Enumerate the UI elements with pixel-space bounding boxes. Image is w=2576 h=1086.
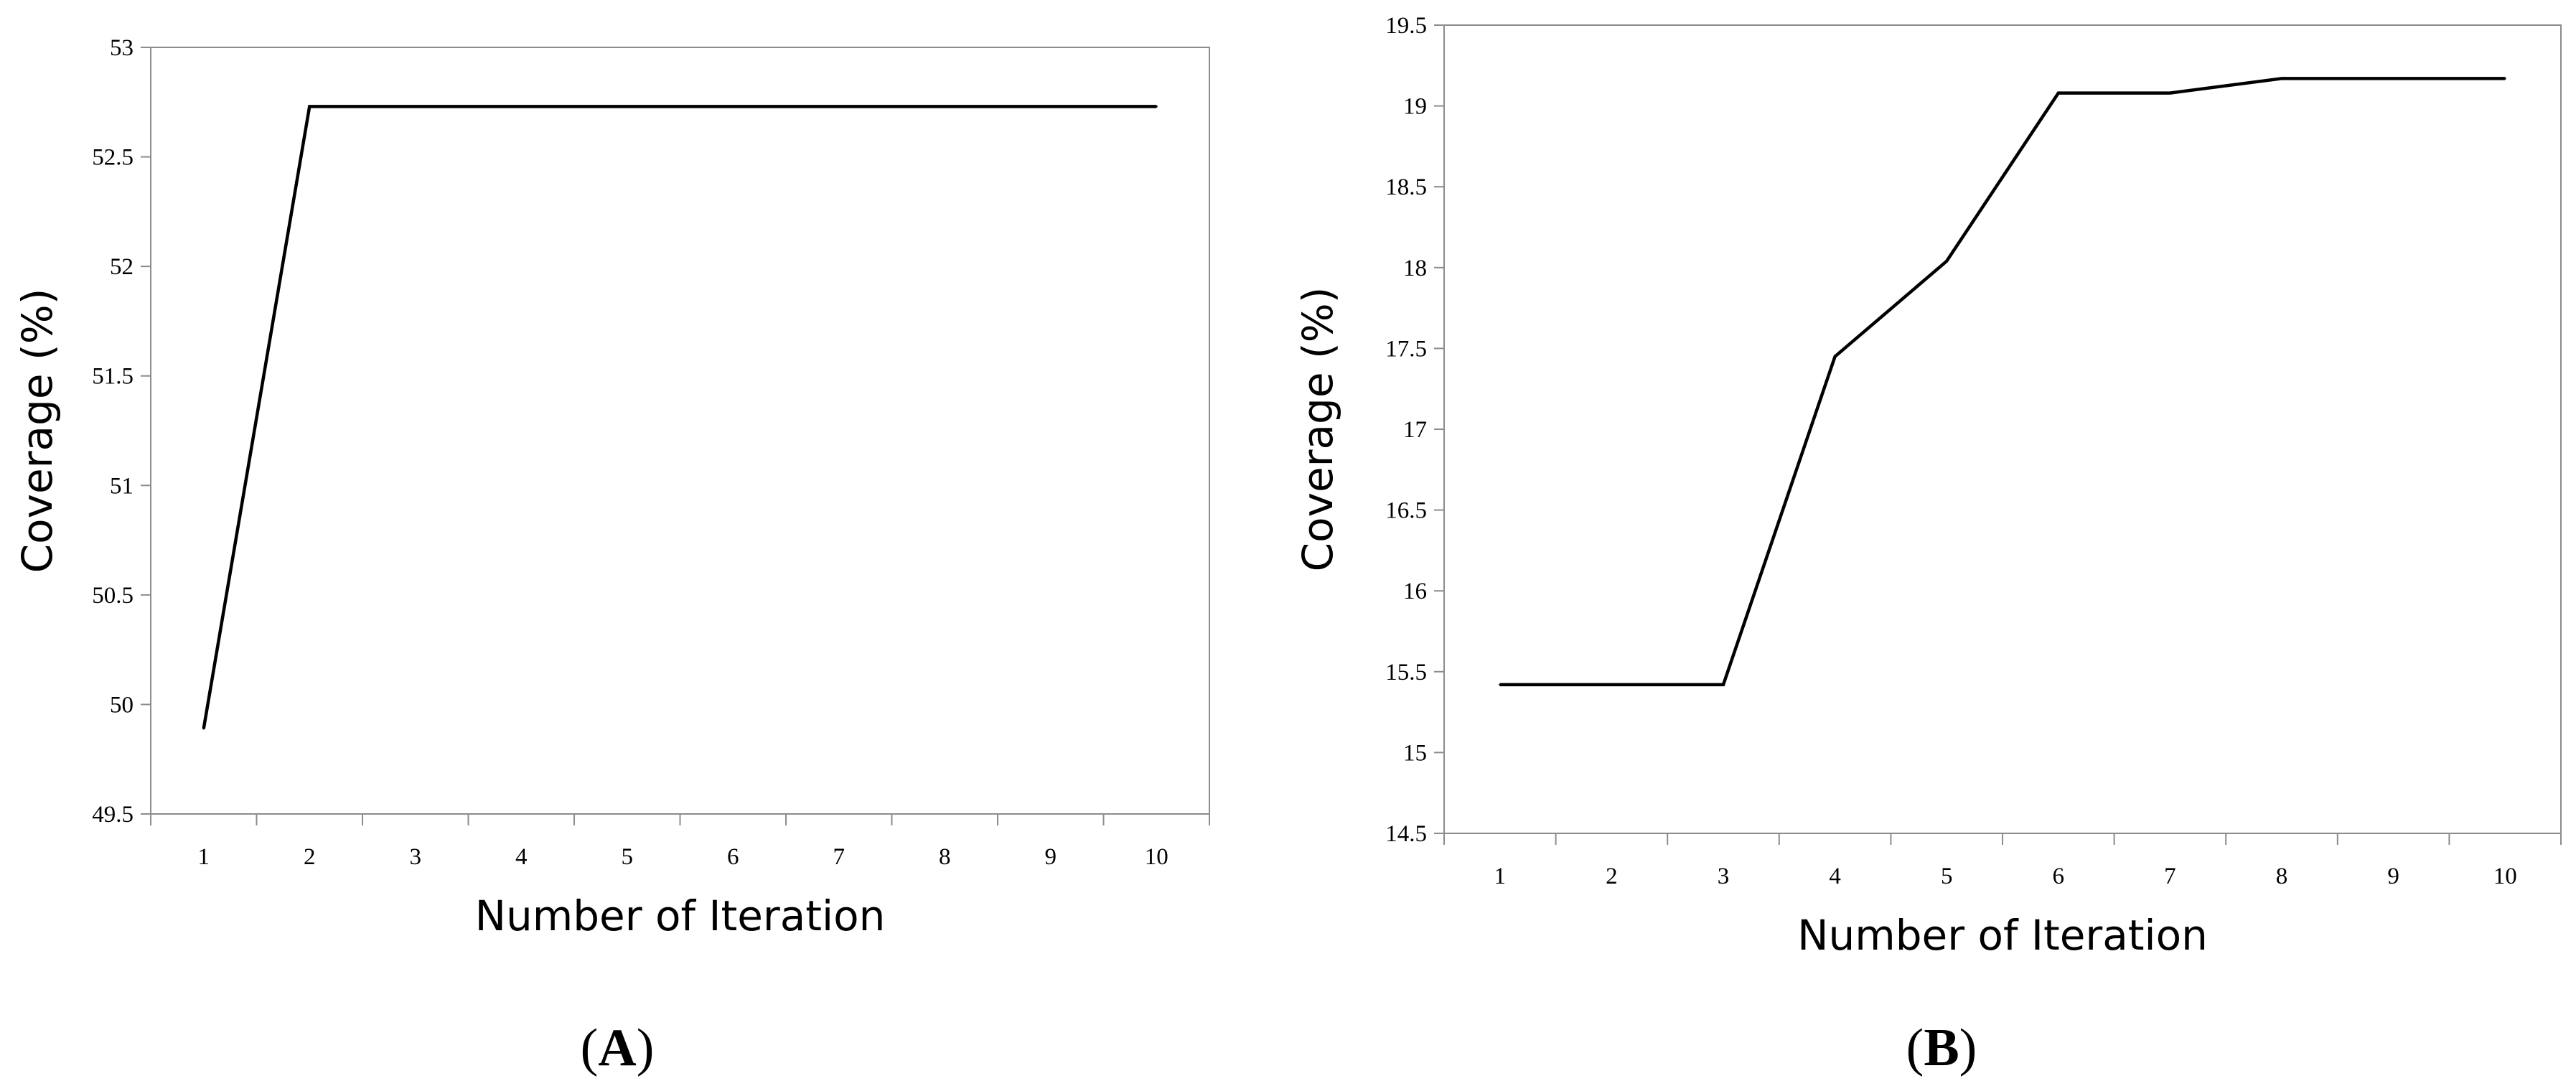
x-tick-label: 2 xyxy=(1606,863,1618,889)
plot-area xyxy=(150,47,1210,815)
data-point xyxy=(1155,105,1158,108)
y-tick-label: 15.5 xyxy=(1385,660,1427,685)
x-tick-label: 9 xyxy=(2387,863,2399,889)
data-point xyxy=(202,727,205,730)
data-point xyxy=(308,105,311,108)
data-point xyxy=(1610,683,1613,686)
x-tick-label: 3 xyxy=(410,844,422,870)
y-tick-label: 19.5 xyxy=(1385,13,1427,39)
x-tick-label: 6 xyxy=(727,844,739,870)
y-tick-label: 18 xyxy=(1403,256,1427,281)
x-tick-label: 8 xyxy=(2276,863,2288,889)
plot-area xyxy=(1443,24,2562,834)
x-tick-label: 5 xyxy=(1941,863,1953,889)
y-tick-label: 14.5 xyxy=(1385,821,1427,847)
y-tick-label: 16.5 xyxy=(1385,498,1427,524)
y-tick-label: 50.5 xyxy=(92,583,134,609)
y-tick-label: 51.5 xyxy=(92,364,134,390)
y-tick-label: 19 xyxy=(1403,94,1427,120)
y-tick-label: 16 xyxy=(1403,579,1427,604)
data-point xyxy=(2168,92,2171,95)
x-axis-title: Number of Iteration xyxy=(475,891,886,940)
chart-b: 14.5 15 15.5 16 16.5 17 17.5 18 18.5 19 19.5 1 2 3 4 5 6… xyxy=(1293,13,2562,960)
data-point xyxy=(943,105,946,108)
x-tick-label: 3 xyxy=(1718,863,1730,889)
data-point xyxy=(838,105,840,108)
x-tick-label: 7 xyxy=(833,844,846,870)
y-tick-label: 51 xyxy=(110,473,134,499)
x-tick-label: 1 xyxy=(198,844,210,870)
x-tick-label: 4 xyxy=(515,844,528,870)
y-tick-label: 17 xyxy=(1403,417,1427,443)
data-point xyxy=(2057,92,2060,95)
x-tick-label: 6 xyxy=(2053,863,2065,889)
y-tick-label: 50 xyxy=(110,692,134,718)
y-tick-label: 49.5 xyxy=(92,802,134,828)
data-point xyxy=(414,105,417,108)
x-tick-label: 4 xyxy=(1829,863,1841,889)
x-tick-label: 8 xyxy=(939,844,951,870)
panel-label-b: (B) xyxy=(1906,1019,1977,1077)
data-point xyxy=(1499,683,1502,686)
y-tick-label: 52.5 xyxy=(92,145,134,171)
data-point xyxy=(626,105,629,108)
y-tick-label: 53 xyxy=(110,35,134,61)
y-tick-label: 17.5 xyxy=(1385,336,1427,362)
x-tick-label: 7 xyxy=(2164,863,2176,889)
data-point xyxy=(520,105,523,108)
x-tick-label: 10 xyxy=(2493,863,2517,889)
y-axis-title: Coverage (%) xyxy=(13,289,62,574)
data-point xyxy=(2280,77,2283,80)
panel-label-a: (A) xyxy=(581,1019,655,1077)
x-tick-label: 1 xyxy=(1494,863,1507,889)
x-tick-label: 10 xyxy=(1145,844,1168,870)
x-tick-label: 2 xyxy=(304,844,316,870)
y-tick-label: 52 xyxy=(110,254,134,280)
x-tick-label: 9 xyxy=(1045,844,1057,870)
y-tick-label: 18.5 xyxy=(1385,174,1427,200)
data-point xyxy=(1834,355,1837,358)
y-axis-title: Coverage (%) xyxy=(1293,287,1342,572)
y-tick-label: 15 xyxy=(1403,740,1427,766)
data-point xyxy=(2504,77,2506,80)
series-line xyxy=(202,105,1157,729)
x-axis-title: Number of Iteration xyxy=(1797,911,2208,960)
series-line xyxy=(1499,77,2506,687)
data-point xyxy=(1722,683,1725,686)
data-point xyxy=(1049,105,1052,108)
x-tick-label: 5 xyxy=(622,844,634,870)
data-point xyxy=(1945,260,1948,263)
data-point xyxy=(2392,77,2395,80)
data-point xyxy=(731,105,734,108)
chart-a: 49.5 50 50.5 51 51.5 52 52.5 53 1 2 3 4 5 6 7 8 9 10 Numbe… xyxy=(13,35,1210,940)
